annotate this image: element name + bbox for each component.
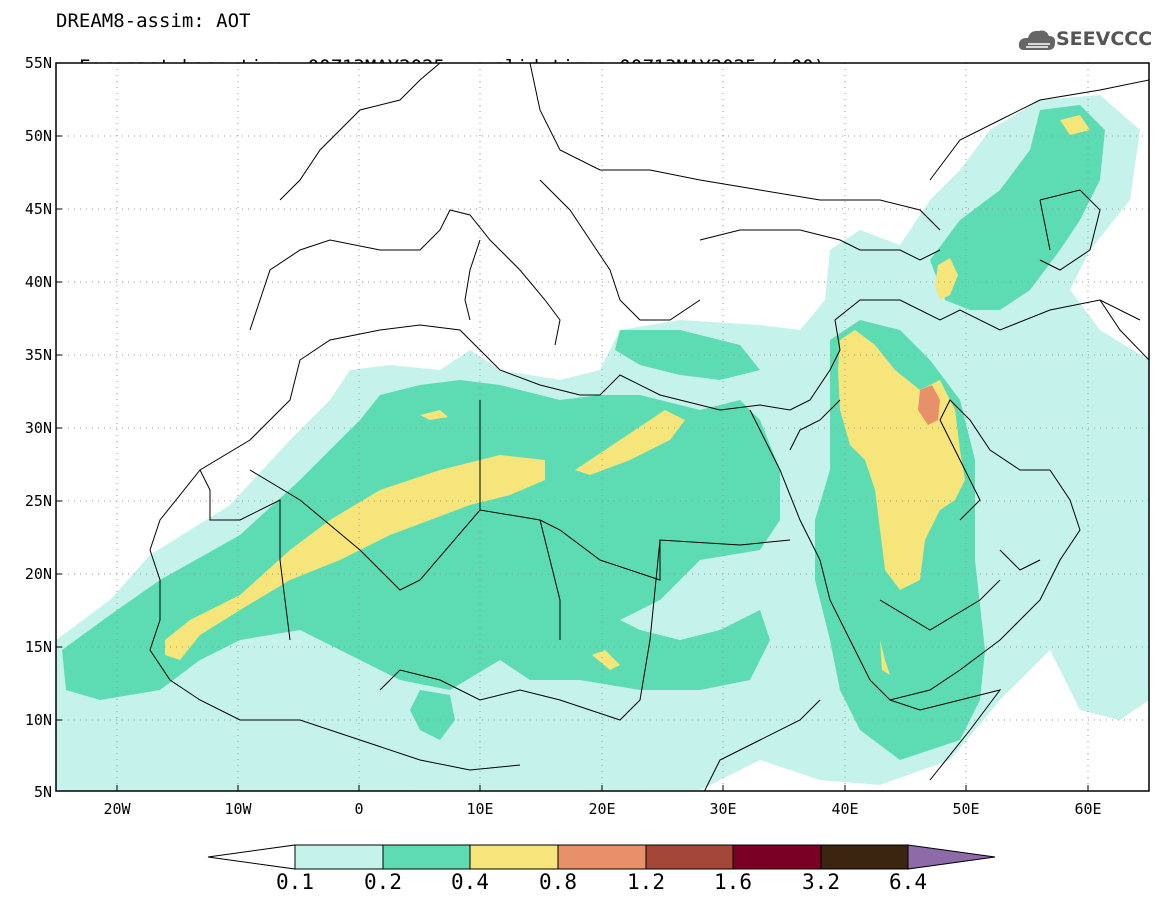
lon-label-30e: 30E (709, 800, 737, 818)
lat-label-40n: 40N (24, 273, 52, 291)
lat-label-25n: 25N (24, 492, 52, 510)
colorbar-segment-1 (294, 844, 384, 870)
map-title: DREAM8-assim: AOT (56, 10, 251, 32)
colorbar-segment-7 (820, 844, 909, 870)
lat-label-15n: 15N (24, 638, 52, 656)
logo-text: SEEVCCC (1056, 28, 1153, 50)
colorbar-segment-6 (732, 844, 822, 870)
legend-label-1.6: 1.6 (714, 870, 752, 894)
lat-label-45n: 45N (24, 200, 52, 218)
legend-label-6.4: 6.4 (889, 870, 927, 894)
lat-label-5n: 5N (33, 783, 52, 801)
lat-label-30n: 30N (24, 419, 52, 437)
legend-label-0.1: 0.1 (276, 870, 314, 894)
lon-label-60e: 60E (1074, 800, 1102, 818)
colorbar-segment-5 (645, 844, 734, 870)
coastlines-borders (149, 63, 1149, 791)
lat-label-35n: 35N (24, 346, 52, 364)
legend-label-1.2: 1.2 (627, 870, 665, 894)
lon-label-10w: 10W (224, 800, 252, 818)
legend-label-0.2: 0.2 (364, 870, 402, 894)
lon-label-20w: 20W (103, 800, 131, 818)
lat-label-55n: 55N (24, 54, 52, 72)
colorbar-segment-upper (907, 844, 996, 870)
lon-label-10e: 10E (466, 800, 494, 818)
lon-label-0: 0 (354, 800, 364, 818)
lon-label-20e: 20E (588, 800, 616, 818)
colorbar-segment-2 (382, 844, 471, 870)
colorbar-segment-lower (207, 844, 296, 870)
colorbar-segment-3 (469, 844, 559, 870)
aot-0.8-1.2-region (918, 385, 940, 425)
cloud-logo-icon (1018, 30, 1056, 50)
lon-label-40e: 40E (831, 800, 859, 818)
lat-label-50n: 50N (24, 127, 52, 145)
colorbar-segment-4 (557, 844, 647, 870)
legend-label-3.2: 3.2 (802, 870, 840, 894)
legend-label-0.8: 0.8 (539, 870, 577, 894)
graticule (56, 63, 1149, 791)
lat-label-10n: 10N (24, 711, 52, 729)
lon-label-50e: 50E (952, 800, 980, 818)
legend-label-0.4: 0.4 (451, 870, 489, 894)
lat-label-20n: 20N (24, 565, 52, 583)
